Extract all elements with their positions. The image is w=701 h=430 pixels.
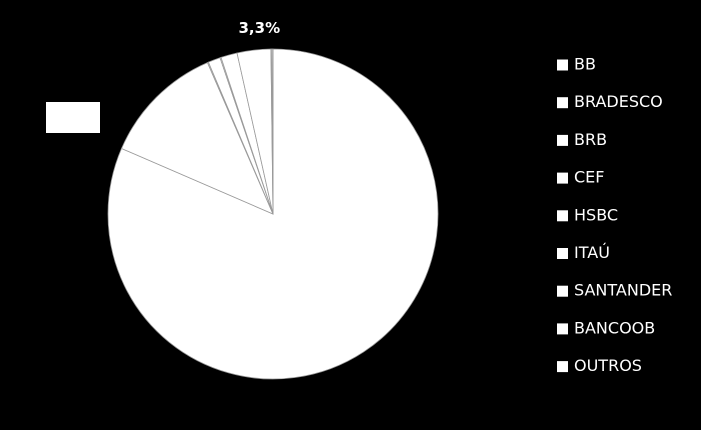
legend-label: BANCOOB — [574, 318, 655, 337]
legend-label: BB — [574, 55, 596, 74]
legend-swatch — [557, 172, 568, 184]
legend-swatch — [557, 210, 568, 222]
legend-swatch — [557, 323, 568, 335]
legend-swatch — [557, 285, 568, 297]
legend-label: ITAÚ — [574, 243, 610, 262]
label-box — [46, 102, 100, 133]
legend-label: CEF — [574, 168, 604, 187]
legend-swatch — [557, 361, 568, 373]
pie-slice — [271, 48, 274, 215]
legend-label: BRB — [574, 130, 607, 149]
legend-label: SANTANDER — [574, 281, 672, 300]
legend-label: BRADESCO — [574, 92, 663, 111]
data-label: 3,3% — [239, 19, 281, 37]
legend-swatch — [557, 59, 568, 71]
legend-swatch — [557, 97, 568, 109]
legend-label: OUTROS — [574, 356, 642, 375]
legend-label: HSBC — [574, 205, 618, 224]
legend-swatch — [557, 134, 568, 146]
pie-slice — [121, 62, 274, 215]
legend-swatch — [557, 248, 568, 259]
